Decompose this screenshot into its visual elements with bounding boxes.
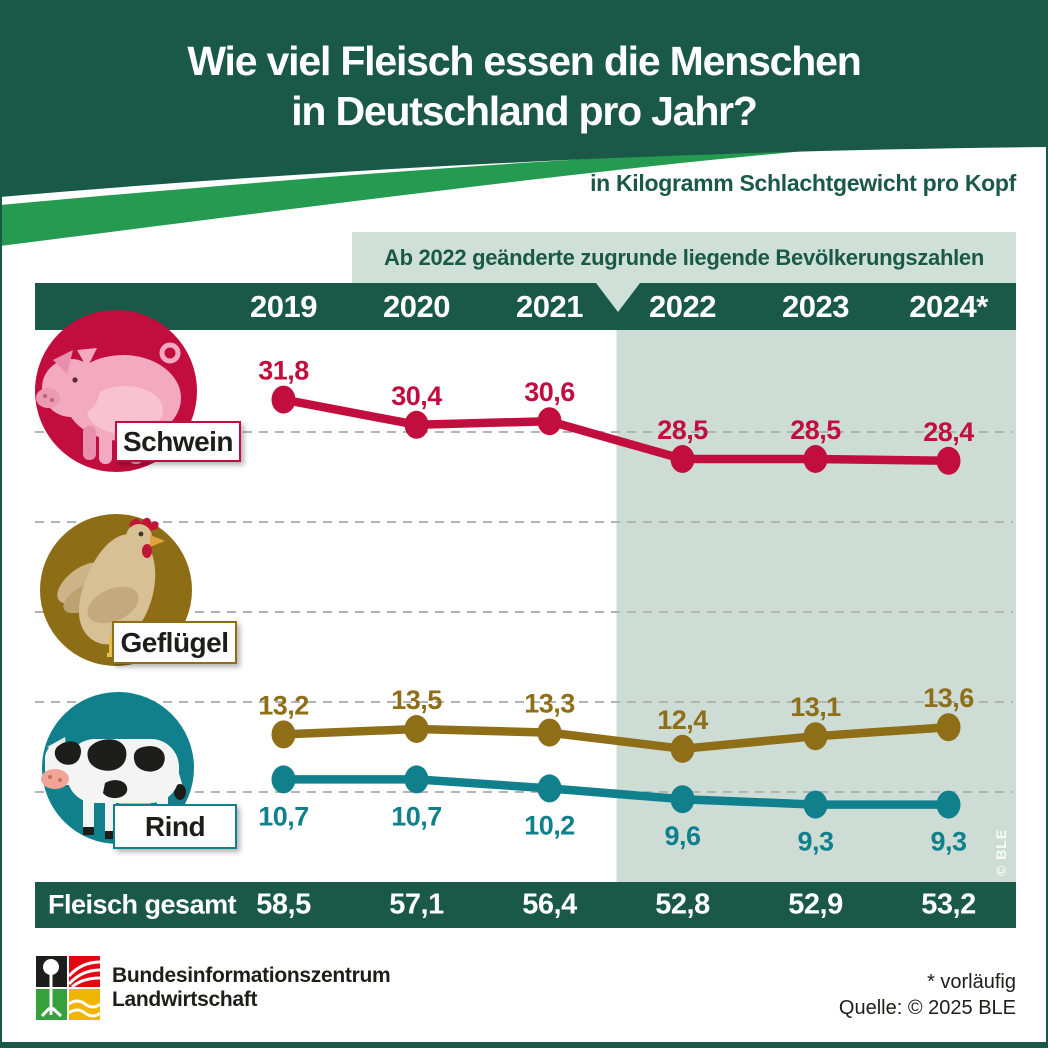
note-banner-text: Ab 2022 geänderte zugrunde liegende Bevö… <box>384 244 984 270</box>
subtitle: in Kilogramm Schlachtgewicht pro Kopf <box>590 170 1016 196</box>
data-point <box>803 445 828 473</box>
data-point-label: 10,7 <box>258 801 309 831</box>
data-point <box>537 774 562 803</box>
swoosh-dark-green <box>0 0 1048 197</box>
series-label-rind: Rind <box>113 804 237 849</box>
data-point <box>936 446 961 475</box>
data-point-label: 30,4 <box>391 381 442 411</box>
data-point-label: 9,6 <box>664 821 701 851</box>
year-label: 2019 <box>250 288 317 324</box>
title-line-2: in Deutschland pro Jahr? <box>291 88 758 135</box>
series-label-schwein: Schwein <box>115 421 241 462</box>
data-point <box>271 720 296 749</box>
data-point-label: 28,5 <box>790 415 841 445</box>
note-banner-notch-icon <box>596 283 640 312</box>
data-point-label: 9,3 <box>930 827 967 857</box>
data-point <box>803 722 828 751</box>
swoosh-bright-green <box>0 149 830 246</box>
year-label: 2022 <box>649 288 716 324</box>
year-label: 2021 <box>516 288 583 324</box>
data-point <box>537 407 562 436</box>
data-point-label: 13,3 <box>524 689 575 719</box>
org-name-line-1: Bundesinformationszentrum <box>112 964 391 987</box>
data-point-label: 30,6 <box>524 377 575 407</box>
footnote: * vorläufig <box>927 971 1016 993</box>
data-point <box>803 790 828 819</box>
data-point-label: 13,2 <box>258 690 309 720</box>
header-swoosh <box>0 0 1048 246</box>
data-point-label: 10,2 <box>524 810 575 840</box>
data-point <box>670 785 695 814</box>
data-point-label: 31,8 <box>258 356 309 386</box>
left-border <box>0 0 2 1048</box>
series-label-rind-text: Rind <box>144 810 206 842</box>
data-point-label: 13,1 <box>790 692 841 722</box>
right-border <box>1046 0 1048 1048</box>
series-line-Rind <box>279 775 953 809</box>
total-row-label: Fleisch gesamt <box>48 889 237 920</box>
ble-watermark: © BLE <box>993 829 1009 876</box>
series-line-Geflügel <box>279 722 953 754</box>
data-point <box>404 410 429 439</box>
year-label: 2023 <box>782 288 849 324</box>
series-label-gefluegel: Geflügel <box>112 621 237 664</box>
total-bar: Fleisch gesamt 58,5 57,1 56,4 52,8 52,9 53,2 <box>35 882 1016 928</box>
org-name-line-2: Landwirtschaft <box>112 988 258 1011</box>
year-bar: 2019 2020 2021 2022 2023 2024* <box>35 283 1016 330</box>
series-line-Schwein <box>279 395 953 466</box>
data-point <box>271 765 296 794</box>
note-banner: Ab 2022 geänderte zugrunde liegende Bevö… <box>352 232 1016 312</box>
chart-svg: 31,8 30,4 30,6 28,5 28,5 28,4 13,2 13,5 13,3 12,4… <box>35 330 1016 882</box>
total-value: 56,4 <box>522 888 577 921</box>
data-point <box>936 790 961 819</box>
series-label-gefluegel-text: Geflügel <box>120 626 229 658</box>
bzl-logo <box>36 956 102 1020</box>
data-point <box>670 734 695 763</box>
data-point-label: 13,5 <box>391 685 442 715</box>
total-value: 58,5 <box>256 888 311 921</box>
source-credit: Quelle: © 2025 BLE <box>838 997 1016 1019</box>
data-point <box>404 765 429 794</box>
bottom-bar <box>0 1042 1048 1048</box>
data-point <box>537 718 562 747</box>
total-value: 52,8 <box>655 888 710 921</box>
data-point <box>404 715 429 743</box>
year-label: 2024* <box>909 288 988 324</box>
total-value: 53,2 <box>921 888 976 921</box>
org-name: Bundesinformationszentrum Landwirtschaft <box>112 964 391 1012</box>
data-point-label: 13,6 <box>923 683 974 713</box>
data-point <box>271 385 296 414</box>
data-point <box>936 713 961 742</box>
page-title: Wie viel Fleisch essen die Menschen in D… <box>0 36 1048 136</box>
year-label: 2020 <box>383 288 450 324</box>
data-point <box>670 445 695 473</box>
series-label-schwein-text: Schwein <box>122 425 234 457</box>
chicken-icon <box>40 514 192 666</box>
data-point-label: 12,4 <box>657 705 708 735</box>
total-value: 52,9 <box>788 888 843 921</box>
data-point-label: 28,4 <box>923 417 974 447</box>
data-point-label: 9,3 <box>797 827 834 857</box>
data-point-label: 10,7 <box>391 801 442 831</box>
data-point-label: 28,5 <box>657 415 708 445</box>
title-line-1: Wie viel Fleisch essen die Menschen <box>187 38 861 84</box>
total-value: 57,1 <box>389 888 444 921</box>
